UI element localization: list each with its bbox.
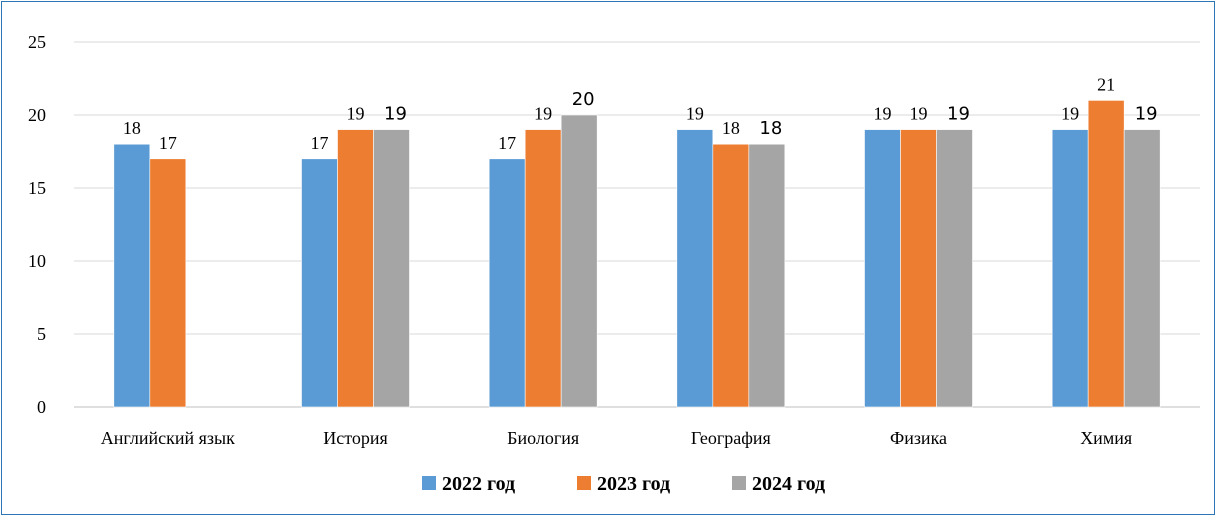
- y-tick-label: 20: [28, 105, 46, 125]
- bar: [337, 129, 374, 408]
- category-label: Английский язык: [101, 428, 235, 448]
- bar: [113, 143, 151, 408]
- bar: [560, 114, 598, 408]
- legend-label: 2024 год: [752, 473, 825, 495]
- bars: [113, 100, 1161, 408]
- category-label: История: [323, 428, 388, 448]
- bar: [373, 129, 410, 408]
- bar: [712, 143, 750, 408]
- data-label: 19: [947, 104, 970, 125]
- data-label: 18: [123, 118, 141, 138]
- data-label: 19: [1061, 104, 1079, 124]
- data-label: 19: [384, 104, 407, 125]
- y-tick-label: 5: [37, 324, 46, 344]
- legend-label: 2023 год: [597, 473, 670, 495]
- data-label: 19: [1135, 104, 1158, 125]
- data-label: 19: [534, 104, 552, 124]
- x-axis-categories: Английский язык История Биология География Ф…: [101, 428, 1132, 448]
- bar: [149, 158, 187, 408]
- y-tick-label: 25: [28, 32, 46, 52]
- gridlines: [74, 41, 1200, 408]
- legend-swatch: [732, 476, 746, 490]
- bar: [864, 129, 901, 408]
- data-label: 19: [910, 104, 928, 124]
- data-label: 17: [159, 133, 177, 153]
- bar: [676, 129, 714, 408]
- data-label: 19: [686, 104, 704, 124]
- category-label: Физика: [890, 428, 947, 448]
- bar: [936, 129, 973, 408]
- data-label: 17: [498, 133, 516, 153]
- data-label: 21: [1097, 74, 1115, 94]
- legend-swatch: [422, 476, 436, 490]
- category-label: Химия: [1080, 428, 1132, 448]
- data-labels: 18 17 17 19 19 17 19 20 19 18 18 19 19 19 19 21 19: [123, 74, 1158, 152]
- data-label: 19: [347, 104, 365, 124]
- y-tick-label: 10: [28, 251, 46, 271]
- y-tick-label: 15: [28, 178, 46, 198]
- y-axis-ticks: 0 5 10 15 20 25: [28, 32, 46, 417]
- legend-swatch: [577, 476, 591, 490]
- bar: [301, 158, 338, 408]
- bar: [1087, 100, 1125, 408]
- legend-label: 2022 год: [442, 473, 515, 495]
- category-label: Биология: [507, 428, 579, 448]
- data-label: 19: [874, 104, 892, 124]
- data-label: 18: [722, 118, 740, 138]
- category-label: География: [691, 428, 771, 448]
- legend: 2022 год 2023 год 2024 год: [422, 473, 825, 495]
- bar: [1051, 129, 1089, 408]
- bar: [488, 158, 526, 408]
- bar: [900, 129, 937, 408]
- data-label: 17: [311, 133, 329, 153]
- y-tick-label: 0: [37, 397, 46, 417]
- data-label: 20: [572, 89, 595, 110]
- bar: [748, 143, 786, 408]
- bar: [1123, 129, 1161, 408]
- data-label: 18: [759, 118, 782, 139]
- bar: [524, 129, 562, 408]
